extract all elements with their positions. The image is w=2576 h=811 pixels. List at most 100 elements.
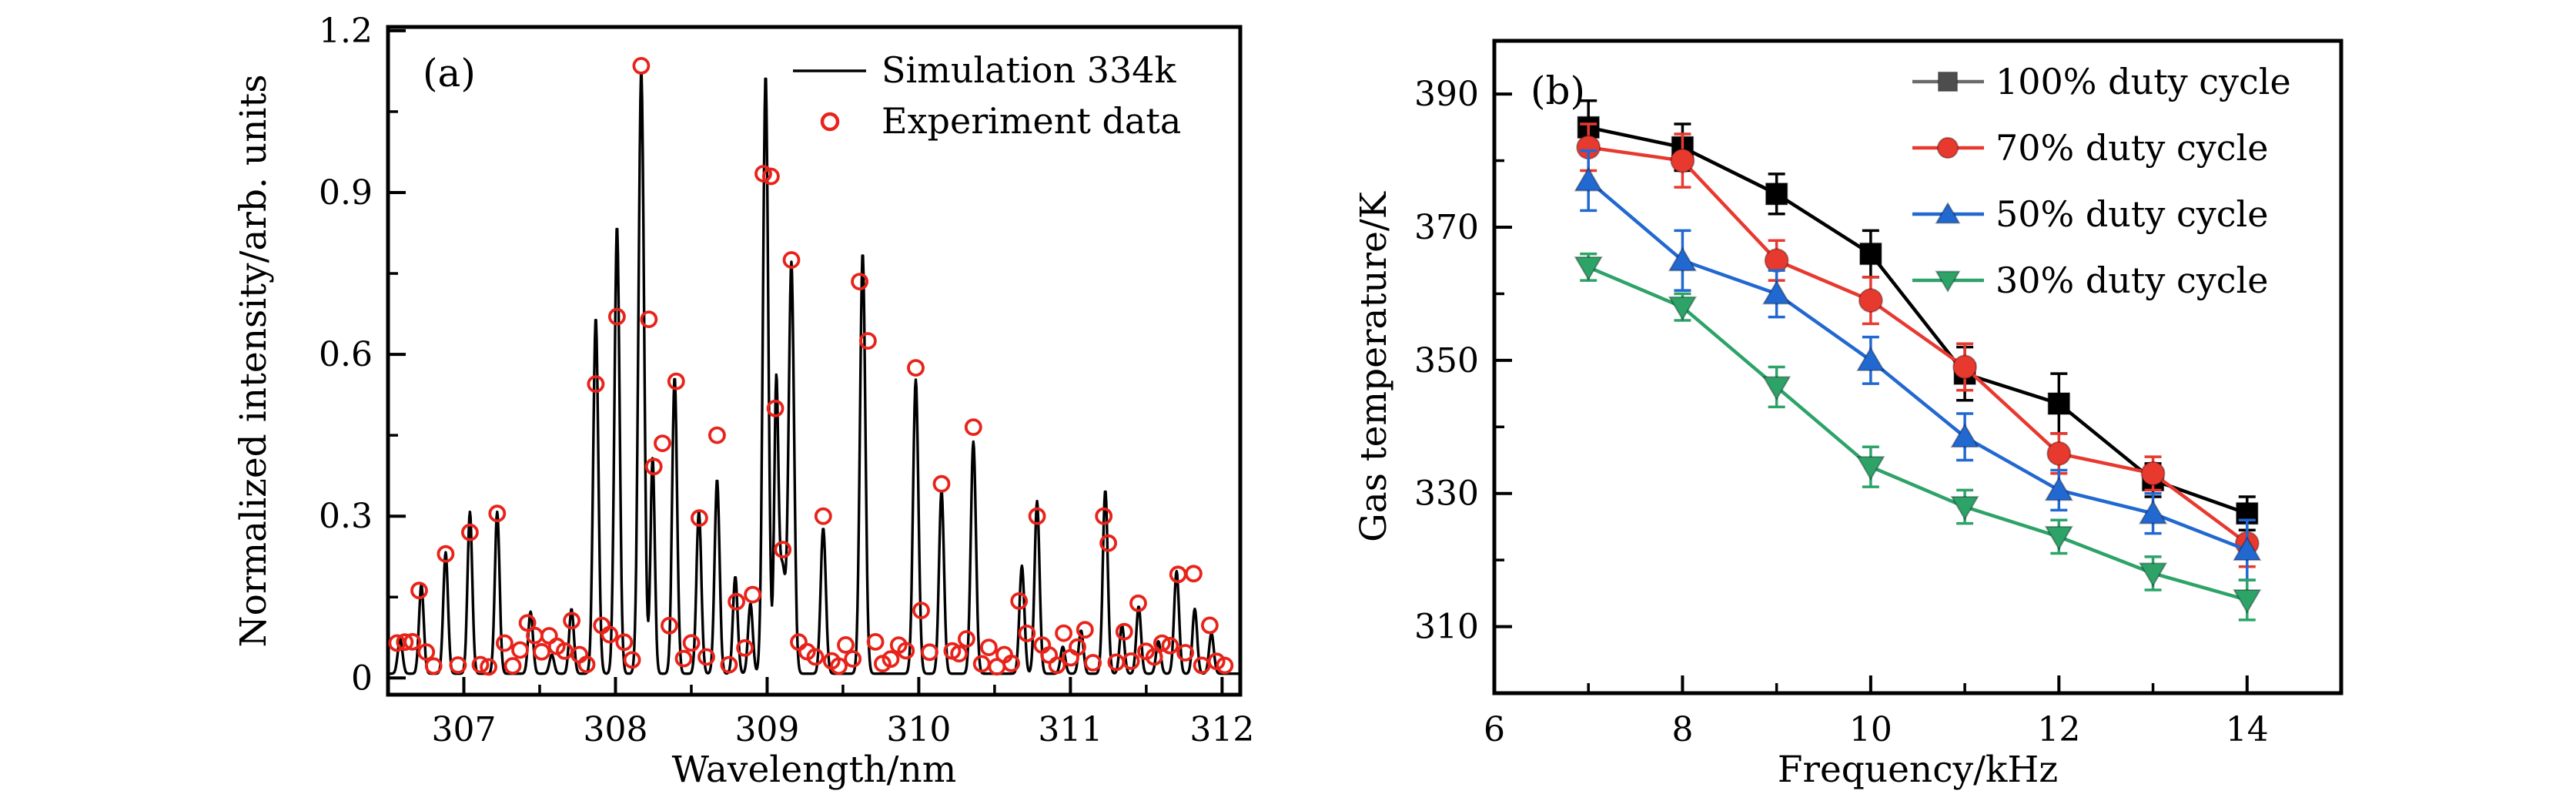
experiment-point — [830, 657, 848, 675]
legend-label: 30% duty cycle — [1996, 260, 2268, 301]
experiment-point — [1076, 621, 1094, 639]
y-tick-label: 330 — [1414, 474, 1479, 514]
series-50-duty-cycle — [1574, 149, 2262, 581]
experiment-point — [503, 657, 522, 675]
experiment-point — [480, 658, 497, 676]
x-tick-label: 312 — [1189, 710, 1254, 749]
experiment-point — [623, 651, 641, 669]
experiment-point — [526, 626, 544, 645]
panel-a-axes-box — [386, 25, 1243, 697]
experiment-point — [882, 650, 900, 669]
experiment-point — [1055, 624, 1072, 642]
series-70-duty-cycle — [1576, 122, 2260, 568]
x-tick-label: 8 — [1671, 710, 1693, 749]
series-line — [1587, 146, 2249, 545]
y-tick-label: 1.2 — [319, 12, 373, 51]
data-marker — [2138, 562, 2168, 588]
data-marker — [1670, 148, 1695, 173]
experiment-point — [661, 616, 678, 635]
experiment-point — [921, 643, 938, 662]
experiment-point — [1216, 656, 1234, 675]
experiment-point — [1028, 507, 1046, 525]
experiment-point — [844, 650, 862, 668]
y-tick-label: 0.3 — [319, 497, 373, 536]
experiment-points — [388, 57, 1234, 676]
experiment-point — [964, 418, 982, 436]
data-marker — [1764, 248, 1789, 273]
experiment-point — [837, 636, 855, 654]
experiment-point — [496, 634, 514, 652]
data-marker — [1952, 354, 1978, 380]
x-tick-label: 14 — [2226, 710, 2269, 749]
experiment-point — [1161, 636, 1179, 655]
x-tick-label: 307 — [431, 710, 496, 749]
data-marker — [2233, 536, 2262, 561]
experiment-point — [907, 359, 925, 377]
experiment-point — [577, 655, 596, 674]
experiment-point — [674, 649, 693, 668]
data-marker — [2233, 589, 2262, 614]
data-marker — [2140, 461, 2166, 486]
data-marker — [1859, 242, 1882, 266]
legend-marker — [1936, 136, 1959, 159]
data-marker — [1668, 246, 1698, 272]
panel-a: 307 308 309 310 311 312 0 0.3 0.6 0.9 1.2 Wavelengt… — [233, 12, 1254, 791]
data-marker — [1856, 456, 1885, 481]
experiment-point — [608, 307, 626, 326]
experiment-point — [410, 581, 428, 600]
data-marker — [1856, 346, 1885, 371]
experiment-point — [632, 57, 651, 75]
panel-b-axes-box — [1492, 39, 2343, 695]
experiment-point — [437, 545, 455, 563]
experiment-point — [587, 375, 605, 394]
experiment-point — [533, 642, 550, 661]
experiment-point — [1099, 534, 1117, 552]
x-tick-label: 10 — [1849, 710, 1892, 749]
legend-marker — [1937, 71, 1959, 92]
y-tick-label: 0.9 — [319, 173, 373, 213]
experiment-point — [1185, 565, 1203, 583]
experiment-point — [1129, 594, 1147, 612]
experiment-point — [859, 332, 877, 350]
legend-label: 100% duty cycle — [1996, 61, 2291, 102]
panel-a-legend: Simulation 334k Experiment data — [793, 49, 1181, 142]
experiment-point — [762, 167, 780, 186]
experiment-point — [654, 434, 671, 452]
experiment-point — [1095, 507, 1113, 525]
x-tick-label: 12 — [2037, 710, 2080, 749]
x-tick-label: 310 — [886, 710, 951, 749]
experiment-point — [563, 612, 580, 630]
experiment-point — [640, 310, 658, 329]
experiment-point — [471, 655, 490, 674]
experiment-point — [782, 251, 801, 269]
panel-a-label: (a) — [423, 51, 476, 96]
experiment-point — [897, 642, 915, 660]
experiment-point — [1018, 625, 1036, 642]
data-marker — [1668, 296, 1698, 321]
experiment-point — [950, 645, 969, 663]
experiment-point — [1002, 654, 1020, 672]
legend-marker — [1935, 270, 1961, 293]
experiment-point — [728, 592, 745, 611]
experiment-point — [396, 633, 414, 652]
experiment-point — [644, 457, 663, 476]
panel-b-xlabel: Frequency/kHz — [1778, 749, 2058, 791]
experiment-point — [766, 399, 785, 417]
experiment-point — [1010, 592, 1029, 610]
experiment-point — [615, 633, 634, 652]
experiment-point — [720, 655, 738, 674]
experiment-point — [866, 633, 885, 651]
x-tick-label: 309 — [734, 710, 799, 749]
experiment-point — [461, 523, 479, 541]
experiment-point — [744, 585, 761, 604]
experiment-point — [736, 638, 754, 657]
experiment-point — [1069, 638, 1086, 656]
panel-b-ylabel: Gas temperature/K — [1353, 191, 1395, 542]
series-line — [1587, 265, 2248, 602]
x-tick-label: 6 — [1484, 710, 1505, 749]
y-tick-label: 310 — [1414, 608, 1479, 647]
experiment-point — [980, 638, 998, 656]
data-marker — [1950, 496, 1979, 521]
